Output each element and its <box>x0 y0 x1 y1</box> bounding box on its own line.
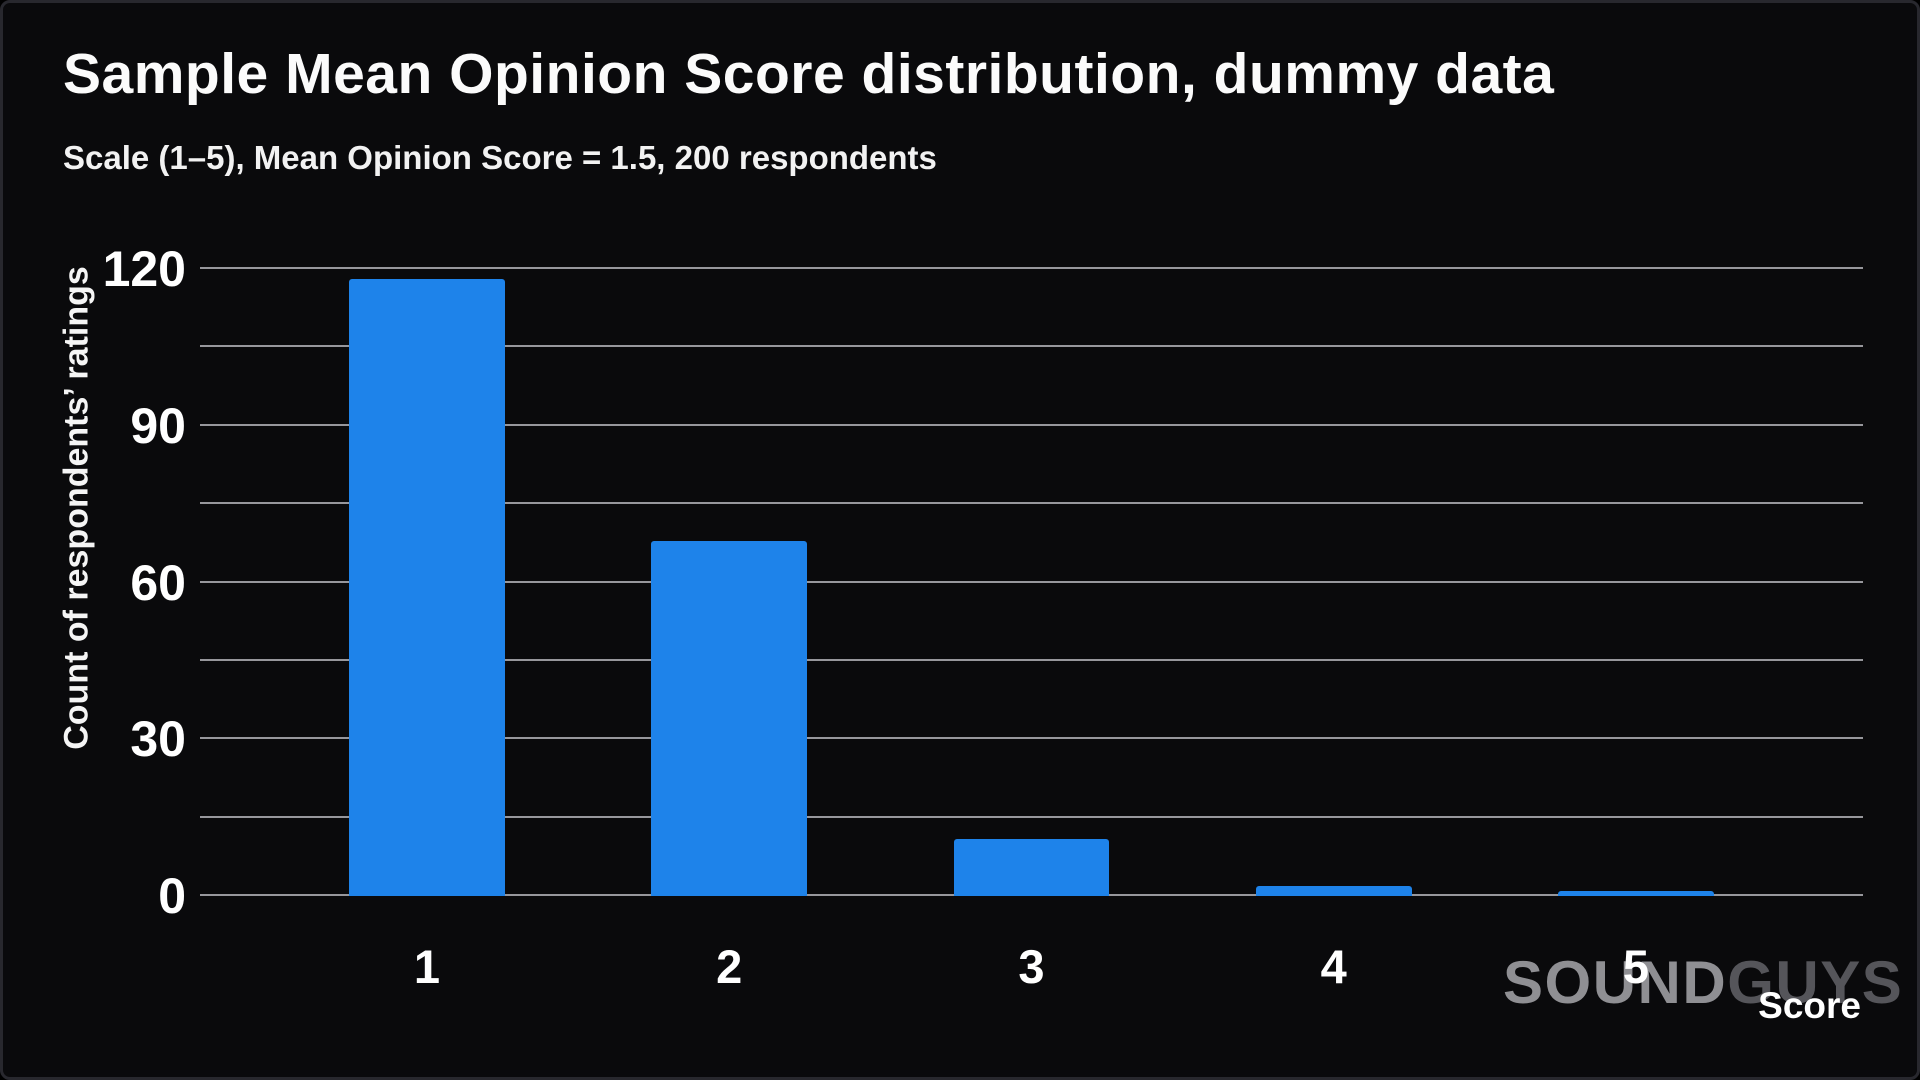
x-axis-title: Score <box>1758 985 1861 1026</box>
bar-score-2 <box>651 540 808 896</box>
bar-score-4 <box>1255 885 1412 896</box>
y-tick-label-60: 60 <box>130 554 186 611</box>
x-tick-label-5: 5 <box>1622 940 1650 993</box>
chart-subtitle: Scale (1–5), Mean Opinion Score = 1.5, 2… <box>63 139 937 176</box>
watermark-guys: GUYS <box>1727 949 1904 1016</box>
y-tick-label-0: 0 <box>158 868 186 924</box>
soundguys-watermark: SOUNDGUYS <box>1503 953 1903 1013</box>
x-tick-label-3: 3 <box>1018 940 1045 993</box>
chart-title: Sample Mean Opinion Score distribution, … <box>63 42 1555 106</box>
y-tick-label-120: 120 <box>102 241 186 297</box>
bar-score-3 <box>953 838 1110 896</box>
watermark-sound: SOUND <box>1503 949 1728 1016</box>
gridline-y45 <box>200 658 1863 661</box>
gridline-y75 <box>200 502 1863 505</box>
plot-area <box>200 267 1863 896</box>
gridline-y15 <box>200 815 1863 818</box>
y-tick-label-90: 90 <box>130 397 186 454</box>
gridline-y30 <box>200 737 1863 740</box>
y-axis-title: Count of respondents’ ratings <box>57 266 96 750</box>
x-tick-label-4: 4 <box>1320 940 1347 993</box>
gridline-y120 <box>200 267 1863 269</box>
x-tick-label-1: 1 <box>413 940 441 993</box>
gridline-y105 <box>200 345 1863 348</box>
bar-score-1 <box>349 279 505 896</box>
y-tick-label-30: 30 <box>130 711 186 768</box>
bar-score-5 <box>1558 890 1714 896</box>
x-tick-label-2: 2 <box>716 940 743 993</box>
gridline-y90 <box>200 423 1863 426</box>
gridline-y60 <box>200 580 1863 583</box>
